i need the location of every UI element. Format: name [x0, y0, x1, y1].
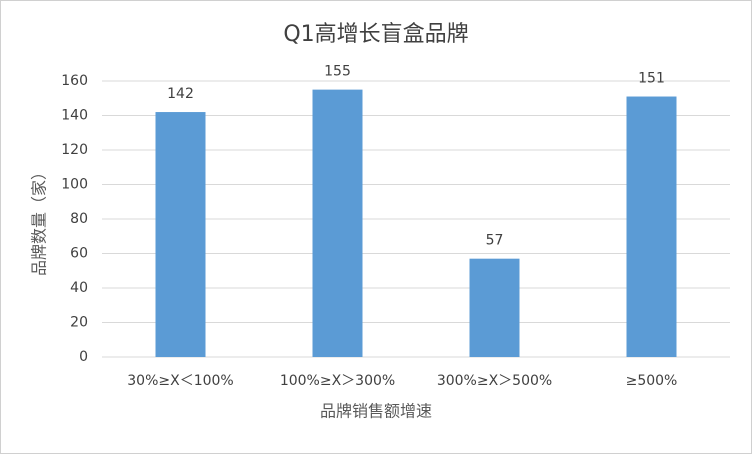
data-label: 57 — [486, 233, 504, 249]
x-tick-label: 100%≥X＞300% — [280, 373, 395, 389]
y-tick-label: 160 — [61, 73, 88, 89]
x-tick-label: ≥500% — [626, 373, 678, 389]
y-tick-label: 120 — [61, 142, 88, 158]
y-tick-label: 60 — [70, 246, 88, 262]
y-tick-label: 20 — [70, 315, 88, 331]
data-label: 142 — [167, 86, 194, 102]
bar — [312, 89, 363, 357]
y-tick-label: 0 — [79, 349, 88, 365]
x-axis-label: 品牌销售额增速 — [320, 402, 432, 421]
bar — [626, 96, 677, 358]
x-tick-label: 300%≥X＞500% — [437, 373, 552, 389]
bar — [155, 112, 206, 357]
data-label: 151 — [638, 71, 665, 87]
chart-title: Q1高增长盲盒品牌 — [283, 22, 468, 47]
data-label: 155 — [324, 64, 351, 80]
y-axis-label: 品牌数量（家） — [30, 164, 49, 276]
bar — [469, 258, 520, 357]
y-tick-label: 140 — [61, 108, 88, 124]
x-tick-label: 30%≥X＜100% — [127, 373, 233, 389]
y-tick-label: 40 — [70, 280, 88, 296]
y-tick-label: 80 — [70, 211, 88, 227]
y-tick-label: 100 — [61, 177, 88, 193]
